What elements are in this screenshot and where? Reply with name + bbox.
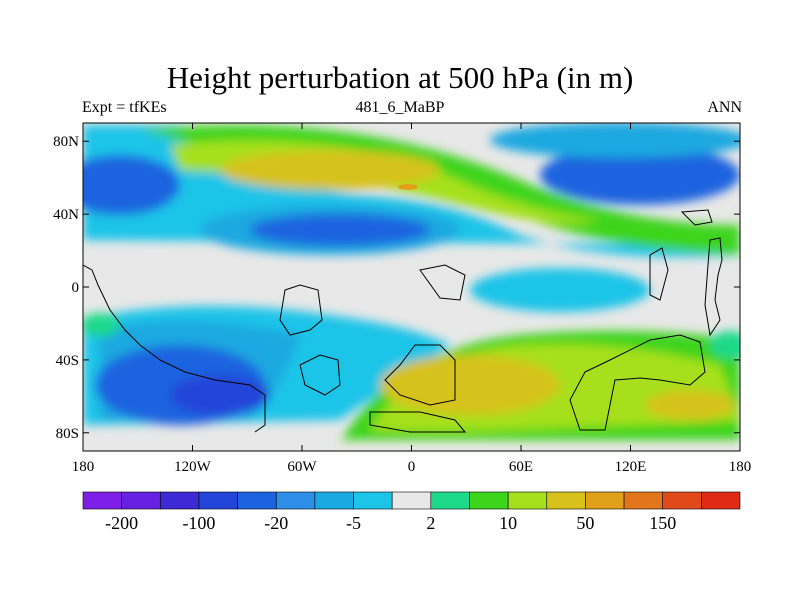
positive-band-north: [140, 125, 740, 255]
period-label: 481_6_MaBP: [355, 99, 445, 116]
colorbar-label: 10: [499, 513, 517, 533]
colorbar-box: [430, 491, 470, 510]
x-tick-label: 120W: [174, 459, 212, 475]
colorbar-box: [585, 491, 625, 510]
colorbar-box: [507, 491, 548, 510]
southern-high-core: [380, 355, 560, 415]
colorbar-box: [159, 491, 200, 510]
colorbar-label: -200: [105, 513, 138, 533]
x-tick-label: 60E: [509, 459, 533, 475]
y-tick-label: 80S: [56, 426, 79, 442]
colorbar-box: [546, 491, 586, 510]
colorbar-box: [121, 491, 161, 510]
colorbar-label: -5: [346, 513, 361, 533]
axis-ticks: 180 120W 60W 0 60E 120E 180 80N 40N 0 40S 80S: [53, 123, 751, 475]
southern-low-center: [170, 375, 270, 415]
colorbar-box: [469, 491, 509, 510]
small-positive-west: [83, 313, 120, 337]
x-tick-label: 180: [72, 459, 95, 475]
colorbar-box: [391, 491, 432, 510]
colorbar-box: [662, 491, 702, 510]
colorbar-box: [237, 491, 277, 510]
small-positive-east: [710, 331, 740, 359]
colorbar-box: [82, 491, 122, 510]
y-tick-label: 80N: [53, 134, 79, 150]
coastlines: [83, 209, 723, 433]
colorbar-box: [353, 491, 393, 510]
map-title: Height perturbation at 500 hPa (in m): [166, 60, 634, 95]
x-tick-label: 120E: [615, 459, 647, 475]
coastline-south-2: [369, 411, 467, 433]
x-tick-label: 0: [408, 459, 416, 475]
colorbar-box: [623, 491, 664, 510]
ridge-north-core: [220, 150, 440, 190]
x-tick-label: 60W: [287, 459, 317, 475]
x-tick-label: 180: [729, 459, 752, 475]
colorbar: -200 -100 -20 -5 2 10 50 150: [82, 491, 741, 533]
colorbar-box: [701, 491, 741, 510]
y-tick-label: 0: [72, 280, 80, 296]
colorbar-box: [314, 491, 354, 510]
colorbar-label: -20: [264, 513, 288, 533]
arctic-low: [490, 123, 740, 158]
coastline-island-2: [419, 264, 466, 301]
y-tick-label: 40N: [53, 207, 79, 223]
coastline-south-4: [299, 354, 341, 396]
height-field: [83, 123, 740, 451]
colorbar-label: 2: [426, 513, 435, 533]
ridge-max: [398, 184, 418, 190]
coastline-south-1: [384, 344, 456, 406]
tropical-low: [470, 268, 650, 312]
colorbar-box: [198, 491, 238, 510]
midlat-trough-core: [250, 214, 430, 246]
coastline-east-3: [704, 237, 723, 337]
colorbar-label: 150: [649, 513, 676, 533]
trough-north-pacific: [83, 155, 180, 215]
y-tick-label: 40S: [56, 353, 79, 369]
coastline-south-3: [569, 334, 706, 431]
coastline-east-1: [649, 247, 669, 301]
southern-high-east: [645, 390, 735, 420]
season-label: ANN: [707, 99, 742, 116]
colorbar-box: [275, 491, 316, 510]
colorbar-label: -100: [182, 513, 215, 533]
experiment-label: Expt = tfKEs: [82, 99, 167, 116]
trough-north-asia: [540, 145, 740, 205]
coastline-west: [83, 264, 266, 433]
coastline-island-1: [279, 284, 323, 336]
coastline-east-2: [680, 209, 713, 226]
colorbar-label: 50: [576, 513, 594, 533]
